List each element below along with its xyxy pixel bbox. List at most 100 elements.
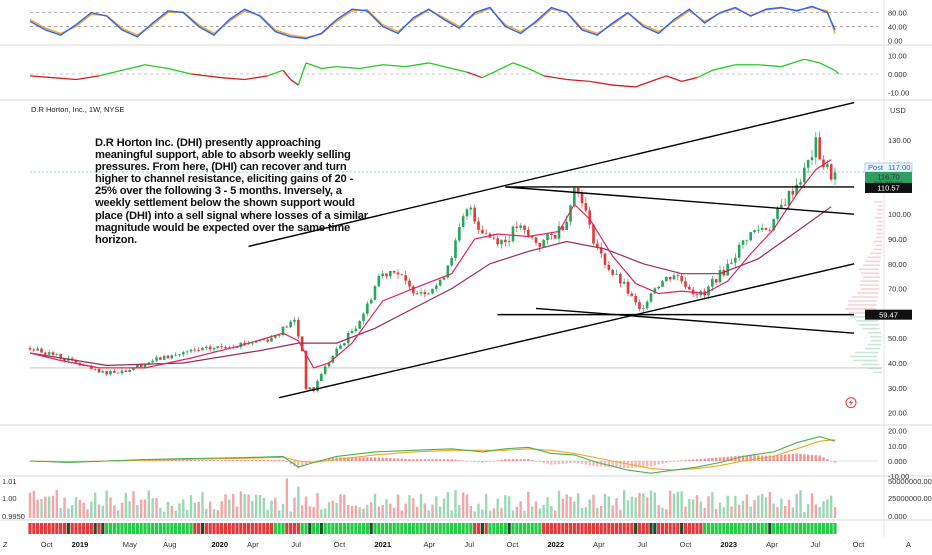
momentum-line-segment [666,75,682,82]
auto-scale-button[interactable]: A [906,540,911,549]
volume-bar [297,486,300,518]
macd-histogram-bar [726,456,729,461]
signal-strip-bar [649,523,653,534]
signal-strip-bar [120,523,124,534]
volume-bar [308,506,312,518]
signal-strip-bar [43,523,47,534]
candle-body [745,240,749,242]
candle-body [178,354,181,356]
volume-bar [810,493,814,518]
signal-strip-bar [530,523,534,534]
volume-bar [385,498,388,518]
volume-profile-bar [848,300,877,302]
candle-body [458,227,461,241]
candle-body [166,355,170,359]
signal-strip-bar [503,523,507,534]
signal-strip-bar [131,523,136,534]
volume-bar [638,492,641,518]
zoom-button[interactable]: Z [3,540,8,549]
volume-bar [147,490,151,518]
macd-histogram-bar [642,461,645,468]
signal-strip-bar [496,523,500,534]
volume-bar [312,506,315,518]
volume-bar [496,498,499,518]
candle-body [718,270,722,283]
macd-histogram-bar [346,457,350,461]
signal-strip-bar [28,523,32,534]
signal-strip-bar [588,523,592,534]
signal-strip-bar [39,523,44,534]
candle-body [446,265,450,278]
candle-body [427,293,430,295]
signal-strip-bar [645,523,649,534]
momentum-line-segment [382,64,406,68]
volume-bar [201,492,204,518]
signal-strip-bar [779,523,783,534]
volume-bar [680,491,683,518]
macd-histogram-bar [523,459,526,461]
macd-histogram-bar [496,460,499,461]
volume-bar [772,503,775,518]
candle-body [688,286,691,290]
volume-bar [247,494,250,518]
candle-body [737,244,741,258]
candle-body [634,295,637,303]
momentum-line-segment [221,77,245,81]
volume-bar [764,497,768,518]
volume-bar [569,496,572,518]
volume-bar [599,505,603,518]
volume-profile-bar [877,204,883,207]
macd-histogram-bar [703,458,706,461]
candle-body [354,328,358,332]
volume-bar [630,496,634,518]
macd-histogram-bar [515,459,519,461]
signal-strip-bar [162,523,166,534]
signal-strip-bar [775,523,780,534]
macd-histogram-bar [243,460,246,461]
candle-body [47,352,51,355]
macd-histogram-bar [300,461,304,467]
candle-body [174,354,177,356]
candle-body [780,204,783,208]
candle-body [55,354,59,355]
volume-bar [339,494,342,518]
volume-bar [235,506,239,518]
candle-body [270,337,273,342]
volume-bar [162,511,166,518]
candle-body [615,273,618,275]
macd-histogram-bar [385,457,388,461]
signal-strip-bar [235,523,239,534]
momentum-line-segment [144,64,169,70]
candle-body [473,207,476,222]
candle-body [327,362,331,367]
candle-body [185,351,189,353]
signal-strip-bar [154,523,159,534]
volume-bar [97,504,101,518]
signal-strip-bar [139,523,143,534]
signal-strip-bar [208,523,212,534]
volume-bar [634,497,637,518]
candle-body [653,288,657,294]
trendline [248,101,855,248]
volume-bar [304,496,308,518]
signal-strip-bar [714,523,718,534]
candle-body [730,262,733,264]
volume-bar [511,510,515,518]
macd-histogram-bar [492,461,496,462]
macd-histogram-bar [316,460,319,461]
signal-strip-bar [802,523,806,534]
candle-body [97,369,101,373]
signal-strip-bar [480,523,484,534]
signal-strip-bar [818,523,822,534]
volume-bar [408,495,411,518]
macd-histogram-bar [741,455,745,461]
volume-bar [534,501,538,518]
signal-strip-bar [622,523,626,534]
signal-strip-bar [51,523,55,534]
trendline [279,263,855,399]
volume-bar [178,503,181,518]
signal-strip-bar [718,523,722,534]
signal-strip-bar [798,523,803,534]
candle-body [304,351,308,390]
